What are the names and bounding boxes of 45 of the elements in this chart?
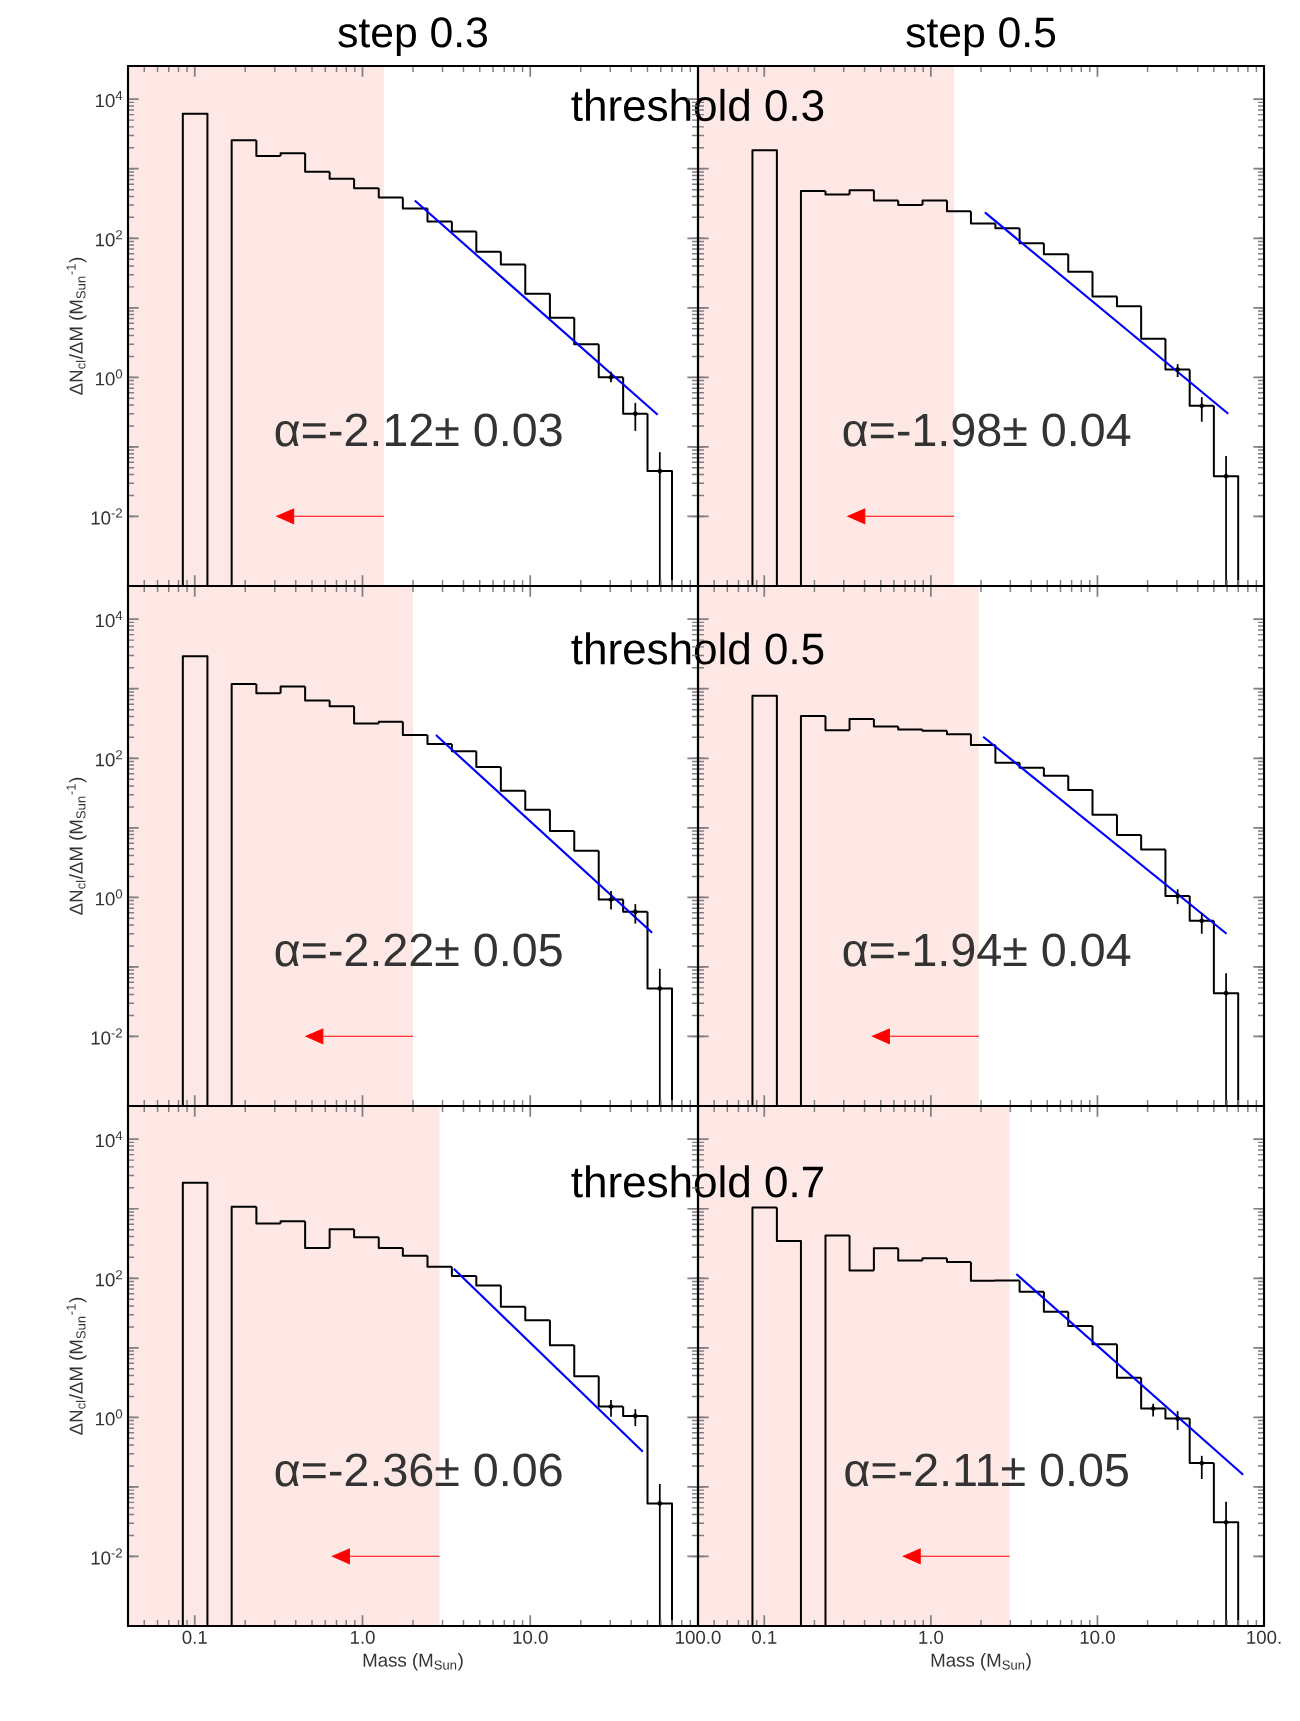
x-tick-label: 1.0 [350, 1630, 375, 1644]
y-axis-title: ΔN$_{cl}$/ΔM (M$_{Sun}$$^{-1}$) [66, 777, 87, 915]
point [608, 897, 614, 902]
point [657, 468, 663, 474]
chart-title: step 0.5 [906, 17, 1056, 56]
x-tick-label: 0.1 [182, 1630, 207, 1644]
y-tick-label: 10$^{0}$ [96, 1409, 123, 1426]
point [608, 1404, 614, 1409]
annotation: α=-2.12± 0.03 [275, 413, 562, 447]
y-tick-label: 10$^{2}$ [96, 750, 122, 767]
x-tick-label: 1.0 [919, 1630, 944, 1644]
y-tick-label: 10$^{0}$ [96, 889, 123, 906]
point [1223, 1519, 1229, 1525]
annotation: α=-2.36± 0.06 [275, 1453, 562, 1487]
annotation: α=-1.94± 0.04 [843, 933, 1131, 967]
point [1150, 1406, 1156, 1411]
y-axis-title: ΔN$_{cl}$/ΔM (M$_{Sun}$$^{-1}$) [66, 1297, 87, 1435]
y-tick-label: 10$^{-2}$ [91, 508, 122, 525]
annotation: α=-2.22± 0.05 [275, 933, 562, 967]
x-tick-label: 100.0 [676, 1630, 721, 1644]
y-tick-label: 10$^{2}$ [96, 230, 122, 247]
x-tick-label: 10.0 [1080, 1630, 1115, 1644]
y-tick-label: 10$^{-2}$ [91, 1548, 122, 1565]
y-tick-label: 10$^{2}$ [96, 1270, 122, 1287]
y-axis-title: ΔN$_{cl}$/ΔM (M$_{Sun}$$^{-1}$) [66, 257, 87, 395]
y-tick-label: 10$^{0}$ [96, 369, 123, 386]
point [657, 986, 663, 991]
chart-title: step 0.3 [338, 17, 487, 56]
y-tick-label: 10$^{4}$ [96, 611, 123, 628]
x-axis-title: Mass (M$_{Sun}$) [363, 1653, 463, 1671]
point [632, 1413, 638, 1419]
y-tick-label: 10$^{4}$ [96, 1131, 123, 1148]
x-axis-title: Mass (M$_{Sun}$) [931, 1653, 1031, 1671]
x-tick-label: 0.1 [752, 1630, 777, 1644]
annotation: α=-2.11± 0.05 [845, 1453, 1128, 1487]
x-tick-label: 100. [1247, 1630, 1281, 1644]
point [657, 1500, 663, 1506]
point [1175, 1416, 1181, 1422]
y-tick-label: 10$^{-2}$ [91, 1028, 122, 1045]
y-tick-label: 10$^{4}$ [96, 91, 123, 108]
point [1199, 1460, 1205, 1466]
point [632, 411, 638, 417]
point [632, 909, 638, 915]
annotation: α=-1.98± 0.04 [843, 413, 1131, 447]
x-tick-label: 10.0 [513, 1630, 548, 1644]
